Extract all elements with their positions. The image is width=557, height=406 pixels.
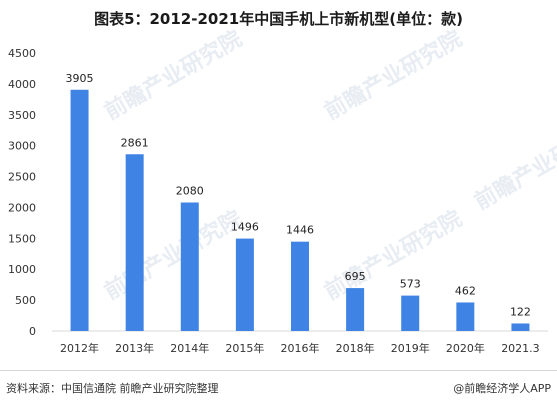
y-tick-label: 1500 [8, 232, 36, 245]
bar [511, 323, 530, 331]
watermark-text: 前瞻产业研究院 [320, 206, 466, 306]
x-tick-label: 2012年 [60, 341, 99, 355]
y-tick-label: 0 [29, 325, 36, 338]
watermark-text: 前瞻产业研究院 [100, 206, 246, 306]
data-label: 2080 [176, 185, 204, 198]
y-tick-label: 3500 [8, 109, 36, 122]
data-label: 1446 [286, 224, 314, 237]
data-labels-group: 3905 2861 2080 1496 1446 695 573 462 122 [66, 72, 531, 319]
y-tick-label: 1000 [8, 263, 36, 276]
x-tick-label: 2021.3 [501, 342, 540, 355]
bar [291, 241, 309, 331]
y-tick-label: 2000 [8, 201, 36, 214]
y-tick-label: 500 [15, 294, 36, 307]
source-text: 资料来源：中国信通院 前瞻产业研究院整理 [6, 382, 219, 395]
data-label: 2861 [121, 136, 149, 149]
watermark-text: 前瞻产业研究院 [100, 26, 246, 126]
x-tick-label: 2018年 [336, 341, 375, 355]
y-axis-ticks: 0 500 1000 1500 2000 2500 3000 3500 4000 4500 [8, 47, 36, 338]
y-tick-label: 3000 [8, 140, 36, 153]
y-tick-label: 4000 [8, 78, 36, 91]
chart-title: 图表5：2012-2021年中国手机上市新机型(单位：款) [94, 10, 463, 28]
bar [401, 295, 420, 331]
y-tick-label: 4500 [8, 47, 36, 60]
footer: 资料来源：中国信通院 前瞻产业研究院整理 @前瞻经济学人APP [6, 380, 551, 396]
x-axis-labels: 2012年 2013年 2014年 2015年 2016年 2018年 2019年 2020年… [60, 341, 540, 355]
x-tick-label: 2014年 [170, 341, 209, 355]
data-label: 122 [510, 305, 531, 318]
data-label: 462 [455, 284, 476, 297]
y-tick-label: 2500 [8, 171, 36, 184]
data-label: 695 [345, 270, 366, 283]
bar [125, 154, 144, 331]
credit-text: @前瞻经济学人APP [453, 382, 551, 395]
x-tick-label: 2019年 [391, 341, 430, 355]
x-tick-label: 2013年 [115, 341, 154, 355]
data-label: 3905 [66, 72, 94, 85]
bar [70, 89, 89, 331]
watermark-text: 前瞻产业研究院 [470, 116, 557, 216]
bar [235, 238, 254, 331]
bar [180, 202, 199, 331]
data-label: 573 [400, 278, 421, 291]
x-tick-label: 2016年 [281, 341, 320, 355]
bars-group [70, 89, 530, 331]
bar [346, 288, 365, 331]
bar [456, 302, 475, 331]
x-tick-label: 2020年 [446, 341, 485, 355]
data-label: 1496 [231, 221, 259, 234]
watermark-text: 前瞻产业研究院 [320, 26, 466, 126]
x-tick-label: 2015年 [225, 341, 264, 355]
footer-divider [0, 370, 557, 371]
